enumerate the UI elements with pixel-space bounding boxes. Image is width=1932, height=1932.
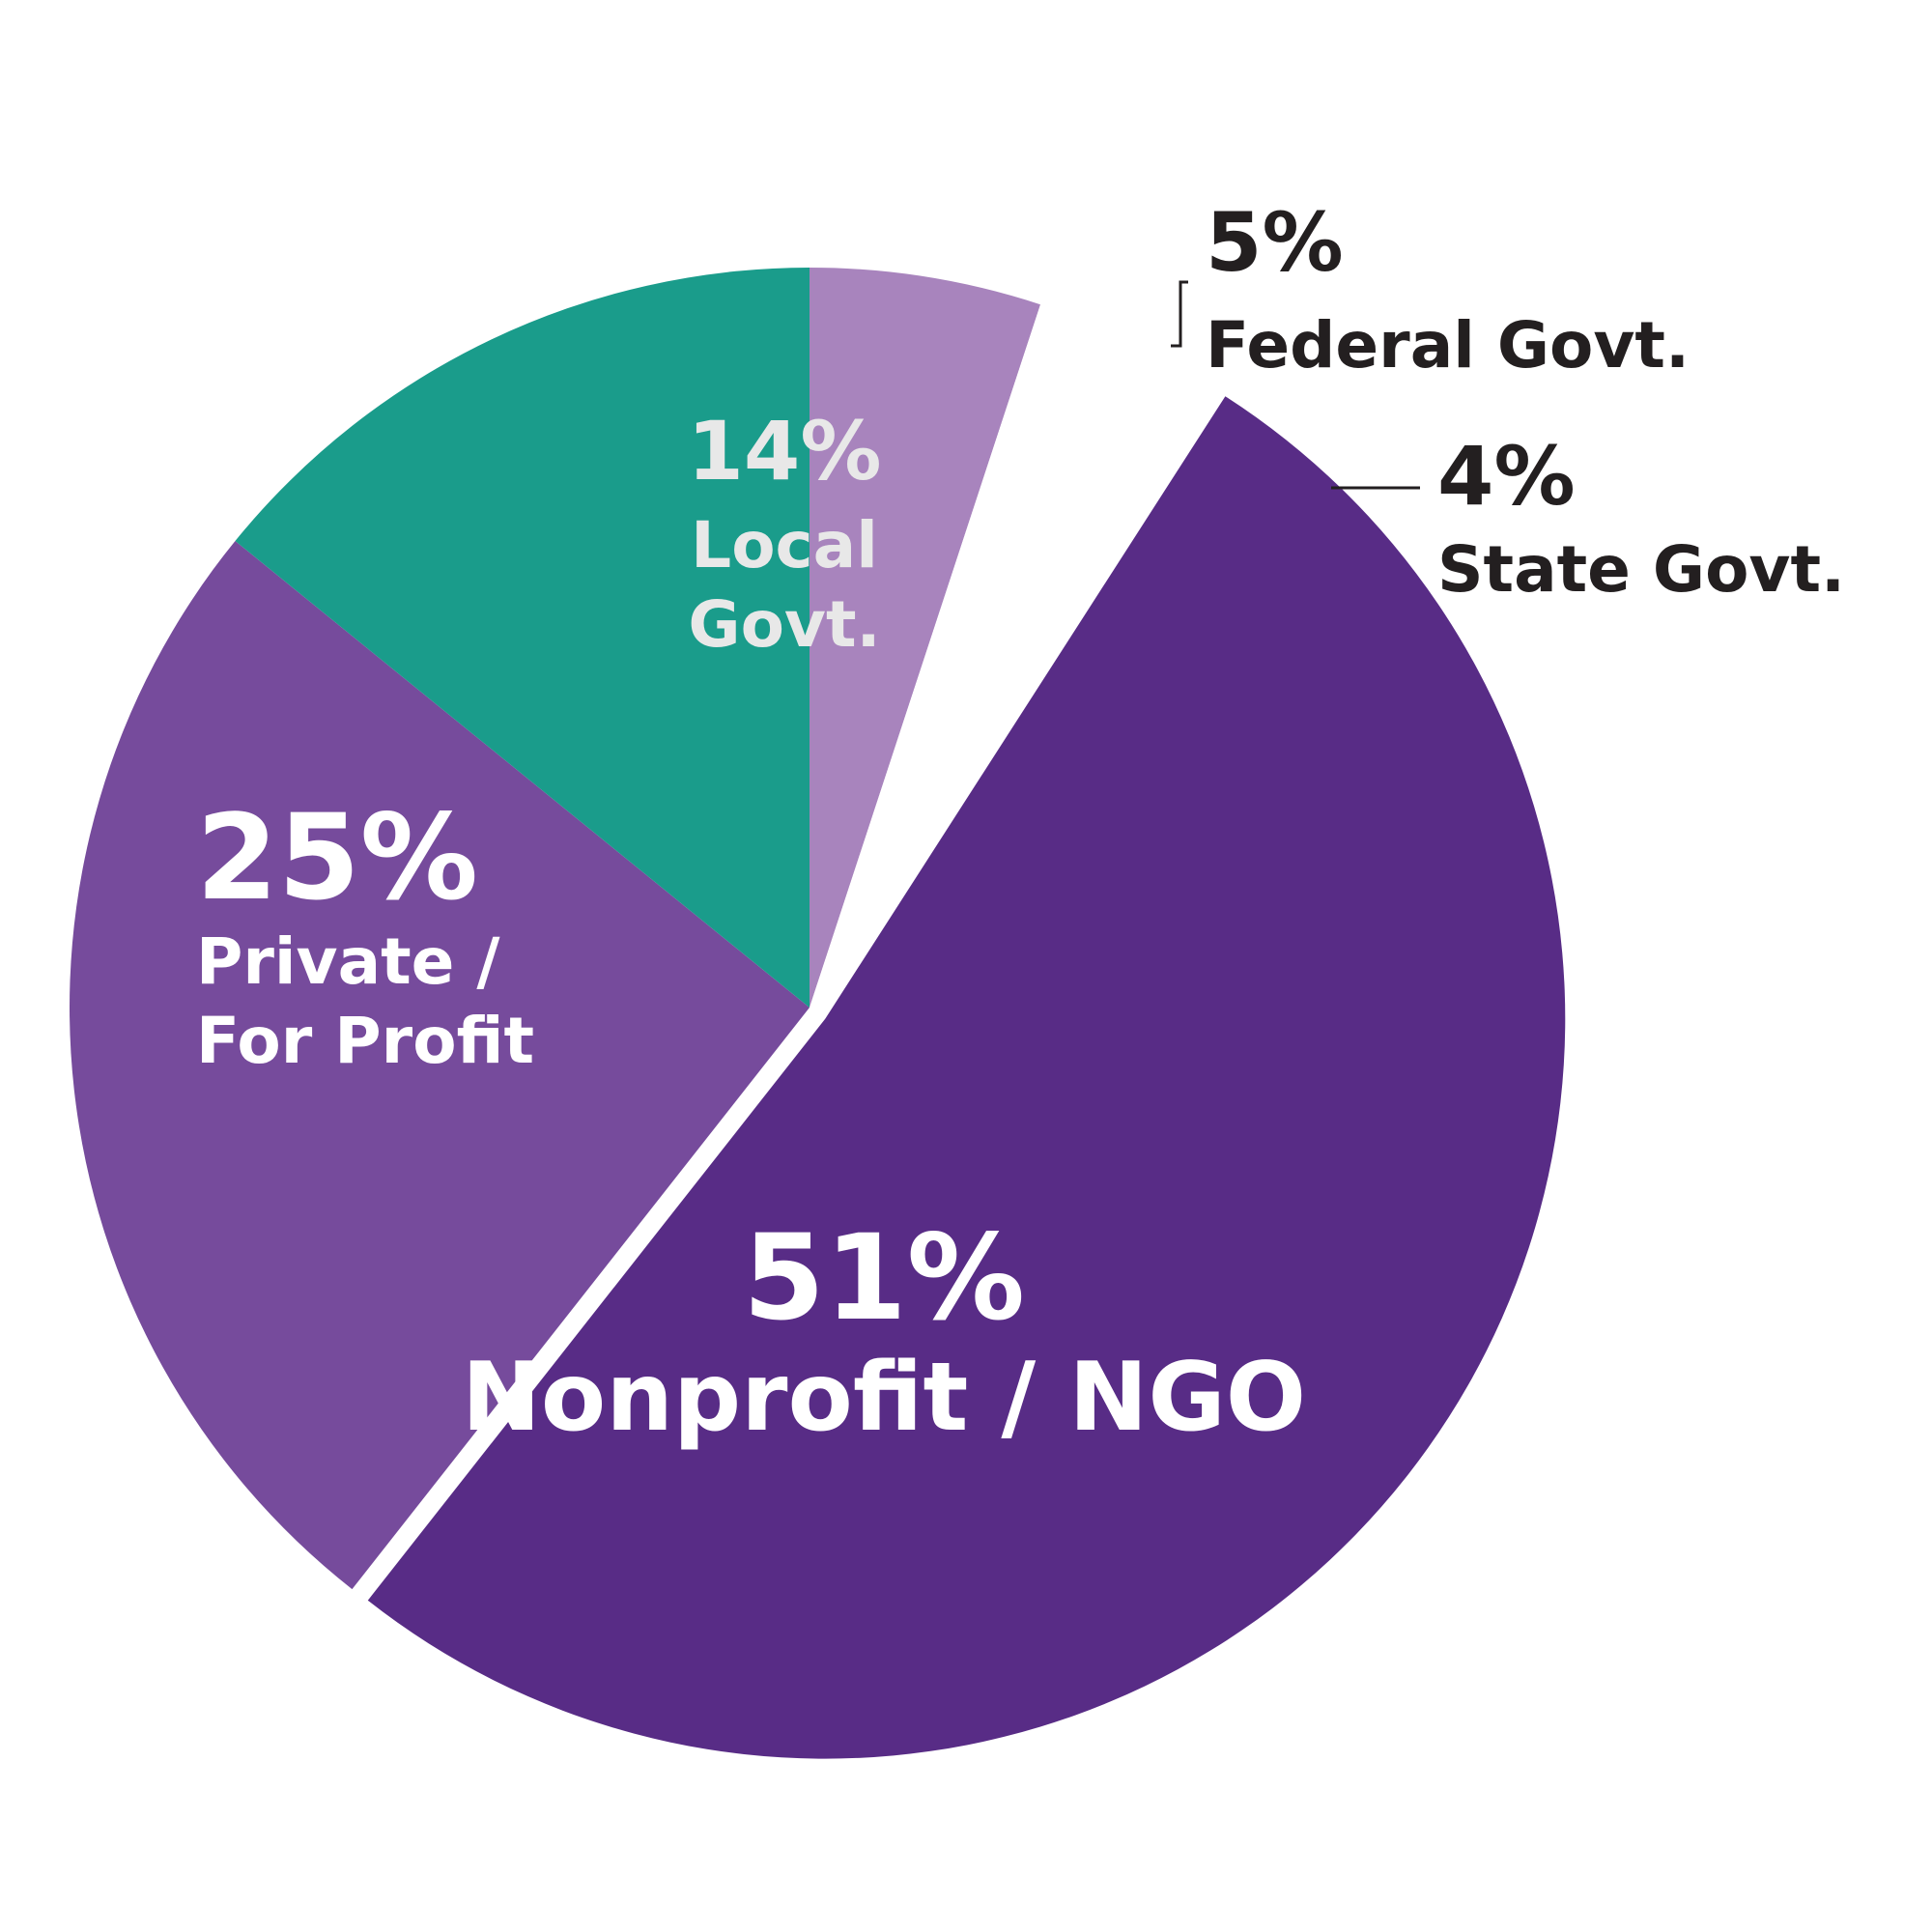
pie-slice-state-govt (810, 304, 1210, 1009)
slice-percent-state-govt: 4% (1437, 429, 1576, 524)
slice-percent-local-govt: 14% (687, 404, 881, 498)
pie-slice-local-govt (235, 268, 810, 1008)
pie-slice-nonprofit-ngo (367, 396, 1566, 1759)
slice-label-local-govt-line-1: Local (691, 508, 878, 582)
pie-slices (69, 268, 1566, 1759)
slice-percent-nonprofit-ngo: 51% (743, 1209, 1025, 1347)
slice-percent-federal-govt: 5% (1206, 195, 1344, 290)
slice-label-local-govt-line-2: Govt. (688, 587, 880, 662)
slice-label-federal-govt: Federal Govt. (1206, 308, 1690, 383)
leader-lines (1171, 280, 1420, 490)
slice-label-private-for-profit-line-2: For Profit (196, 1004, 534, 1078)
slice-labels: 5% Federal Govt. 4% State Govt. 51%Nonprofit… (196, 195, 1845, 1453)
slice-label-state-govt: State Govt. (1437, 532, 1845, 607)
pie-slice-federal-govt (810, 268, 1041, 1008)
slice-percent-private-for-profit: 25% (196, 789, 478, 926)
leader-line-federal-govt (1171, 280, 1188, 348)
slice-label-nonprofit-ngo: Nonprofit / NGO (462, 1343, 1306, 1453)
pie-slice-private-for-profit (69, 540, 810, 1590)
slice-label-private-for-profit-line-1: Private / (196, 924, 500, 999)
